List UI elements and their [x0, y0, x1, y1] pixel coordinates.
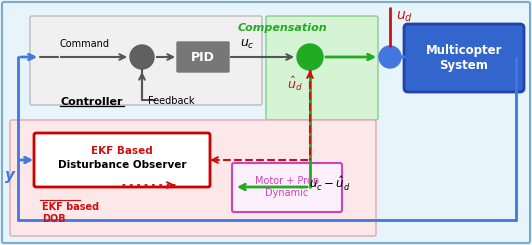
- Text: y: y: [5, 168, 15, 183]
- Text: $u_c - \hat{u}_d$: $u_c - \hat{u}_d$: [309, 175, 351, 193]
- Text: Multicopter
System: Multicopter System: [426, 44, 502, 72]
- FancyBboxPatch shape: [2, 2, 530, 243]
- Text: EKF based
DOB: EKF based DOB: [42, 202, 99, 224]
- Text: Motor + Prop
Dynamic: Motor + Prop Dynamic: [255, 176, 319, 198]
- Text: Controller: Controller: [61, 97, 123, 107]
- Text: Feedback: Feedback: [148, 96, 195, 106]
- Text: $u_d$: $u_d$: [396, 10, 413, 24]
- FancyBboxPatch shape: [232, 163, 342, 212]
- Circle shape: [379, 46, 401, 68]
- Text: Disturbance Observer: Disturbance Observer: [58, 160, 186, 170]
- Text: $\hat{u}_d$: $\hat{u}_d$: [287, 75, 303, 93]
- FancyBboxPatch shape: [177, 42, 229, 72]
- Text: PID: PID: [191, 50, 215, 63]
- FancyBboxPatch shape: [266, 16, 378, 120]
- Text: $u_c$: $u_c$: [240, 38, 254, 51]
- FancyBboxPatch shape: [34, 133, 210, 187]
- Text: Compensation: Compensation: [237, 23, 327, 33]
- Text: Command: Command: [60, 39, 110, 49]
- FancyBboxPatch shape: [30, 16, 262, 105]
- Circle shape: [130, 45, 154, 69]
- Circle shape: [297, 44, 323, 70]
- FancyBboxPatch shape: [10, 120, 376, 236]
- Text: EKF Based: EKF Based: [91, 146, 153, 156]
- FancyBboxPatch shape: [404, 24, 524, 92]
